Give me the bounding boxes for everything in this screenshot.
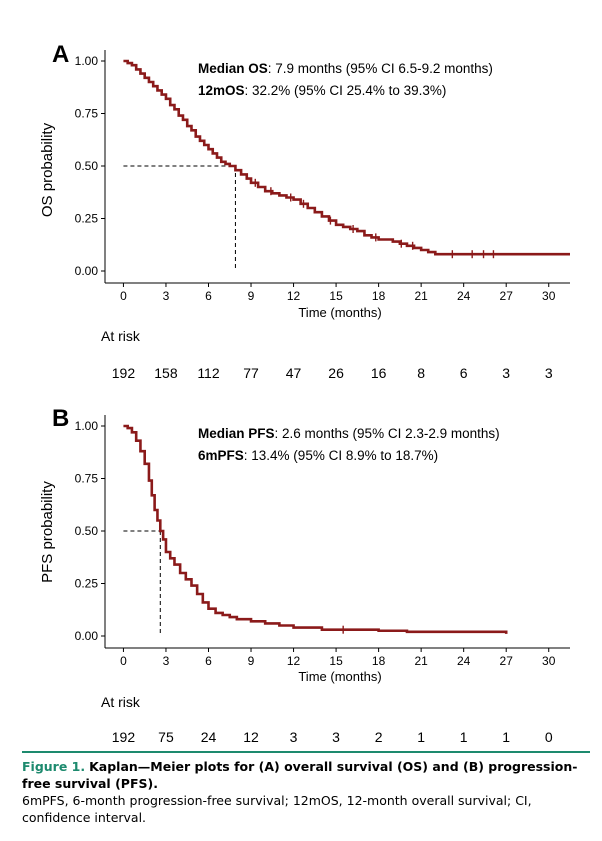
at-risk-count: 26 [328, 365, 344, 381]
x-tick-label: 18 [372, 289, 386, 303]
at-risk-count: 12 [243, 729, 259, 745]
x-tick-label: 27 [500, 654, 514, 668]
y-tick-label: 0.00 [75, 264, 99, 278]
x-tick-label: 27 [500, 289, 514, 303]
x-tick-label: 9 [248, 654, 255, 668]
at-risk-count: 1 [502, 729, 510, 745]
y-tick-label: 1.00 [75, 419, 99, 433]
at-risk-count: 112 [197, 365, 220, 381]
at-risk-label: At risk [101, 694, 141, 710]
annotation-bold: 6mPFS [198, 448, 244, 463]
y-tick-label: 0.75 [75, 107, 99, 121]
annotation-6mpfs: 6mPFS: 13.4% (95% CI 8.9% to 18.7%) [198, 448, 438, 463]
survival-curve [123, 424, 508, 634]
x-tick-label: 6 [205, 289, 212, 303]
x-tick-label: 18 [372, 654, 386, 668]
x-tick-label: 30 [542, 289, 556, 303]
at-risk-count: 6 [460, 365, 468, 381]
at-risk-count: 1 [460, 729, 468, 745]
at-risk-count: 3 [332, 729, 340, 745]
annotation-text: : 32.2% (95% CI 25.4% to 39.3%) [245, 83, 447, 98]
y-tick-label: 0.75 [75, 472, 99, 486]
caption-label: Figure 1. [22, 759, 86, 774]
panel-a-os: A OS probability Time (months) Median OS… [39, 41, 570, 381]
annotation-bold: 12mOS [198, 83, 245, 98]
annotation-bold: Median PFS [198, 426, 275, 441]
figure-caption: Figure 1. Kaplan—Meier plots for (A) ove… [22, 758, 590, 826]
y-tick-label: 1.00 [75, 54, 99, 68]
x-tick-label: 30 [542, 654, 556, 668]
annotation-text: : 7.9 months (95% CI 6.5-9.2 months) [268, 61, 493, 76]
at-risk-label: At risk [101, 328, 141, 344]
at-risk-count: 24 [201, 729, 217, 745]
x-tick-label: 0 [120, 289, 127, 303]
at-risk-count: 0 [545, 729, 553, 745]
at-risk-count: 77 [243, 365, 259, 381]
annotation-median-os: Median OS: 7.9 months (95% CI 6.5-9.2 mo… [198, 61, 493, 76]
y-axis-label: OS probability [39, 122, 56, 217]
x-tick-label: 15 [329, 289, 343, 303]
x-axis-label: Time (months) [298, 305, 381, 320]
at-risk-count: 16 [371, 365, 387, 381]
x-tick-label: 21 [414, 654, 428, 668]
y-tick-label: 0.25 [75, 577, 99, 591]
caption-divider [22, 751, 590, 753]
at-risk-count: 2 [375, 729, 383, 745]
x-tick-label: 3 [163, 654, 170, 668]
y-tick-label: 0.50 [75, 159, 99, 173]
at-risk-count: 158 [154, 365, 178, 381]
at-risk-count: 3 [290, 729, 298, 745]
y-tick-label: 0.00 [75, 629, 99, 643]
y-tick-label: 0.25 [75, 212, 99, 226]
at-risk-count: 3 [502, 365, 510, 381]
annotation-median-pfs: Median PFS: 2.6 months (95% CI 2.3-2.9 m… [198, 426, 500, 441]
x-tick-label: 3 [163, 289, 170, 303]
at-risk-count: 47 [286, 365, 302, 381]
x-tick-label: 21 [414, 289, 428, 303]
x-axis-label: Time (months) [298, 669, 381, 684]
annotation-text: : 2.6 months (95% CI 2.3-2.9 months) [275, 426, 500, 441]
x-tick-label: 12 [287, 654, 301, 668]
x-tick-label: 0 [120, 654, 127, 668]
x-tick-label: 6 [205, 654, 212, 668]
at-risk-count: 3 [545, 365, 553, 381]
at-risk-count: 1 [417, 729, 425, 745]
panel-letter: A [52, 41, 69, 68]
survival-curve [123, 59, 570, 256]
x-tick-label: 12 [287, 289, 301, 303]
at-risk-count: 75 [158, 729, 174, 745]
annotation-12mos: 12mOS: 32.2% (95% CI 25.4% to 39.3%) [198, 83, 446, 98]
annotation-text: : 13.4% (95% CI 8.9% to 18.7%) [244, 448, 438, 463]
x-tick-label: 15 [329, 654, 343, 668]
panel-letter: B [52, 405, 69, 432]
y-tick-label: 0.50 [75, 524, 99, 538]
y-axis-label: PFS probability [39, 481, 56, 583]
at-risk-count: 192 [112, 729, 136, 745]
caption-title: Kaplan—Meier plots for (A) overall survi… [22, 759, 578, 791]
panel-b-pfs: B PFS probability Time (months) Median P… [39, 405, 570, 745]
at-risk-count: 192 [112, 365, 136, 381]
x-tick-label: 24 [457, 654, 471, 668]
x-tick-label: 24 [457, 289, 471, 303]
x-tick-label: 9 [248, 289, 255, 303]
annotation-bold: Median OS [198, 61, 268, 76]
at-risk-count: 8 [417, 365, 425, 381]
caption-abbreviations: 6mPFS, 6-month progression-free survival… [22, 793, 532, 825]
